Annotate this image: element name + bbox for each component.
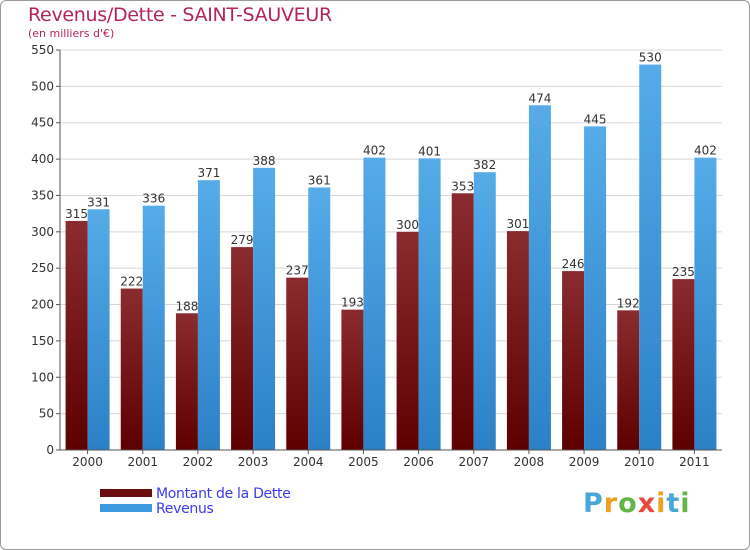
bar-dette-2006 bbox=[396, 231, 419, 450]
value-label-revenus-2005: 402 bbox=[363, 144, 386, 158]
value-label-dette-2004: 237 bbox=[286, 264, 309, 278]
legend-swatch-dette bbox=[100, 489, 152, 497]
bar-dette-2010 bbox=[617, 310, 640, 450]
bar-revenus-2003 bbox=[253, 167, 276, 450]
bar-dette-2000 bbox=[65, 220, 88, 450]
y-tick-label-250: 250 bbox=[31, 261, 54, 275]
x-tick-label-2007: 2007 bbox=[458, 455, 489, 469]
value-label-revenus-2010: 530 bbox=[639, 51, 662, 65]
logo-letter: x bbox=[637, 488, 657, 519]
bar-revenus-2002 bbox=[197, 180, 220, 450]
y-tick-label-200: 200 bbox=[31, 298, 54, 312]
x-tick-label-2002: 2002 bbox=[183, 455, 214, 469]
y-tick-label-0: 0 bbox=[46, 443, 54, 457]
bar-revenus-2007 bbox=[473, 172, 496, 450]
value-label-dette-2002: 188 bbox=[175, 299, 198, 313]
x-tick-label-2010: 2010 bbox=[624, 455, 655, 469]
value-label-dette-2003: 279 bbox=[231, 233, 254, 247]
bar-revenus-2004 bbox=[308, 187, 331, 451]
x-tick-label-2000: 2000 bbox=[72, 455, 103, 469]
bar-revenus-2000 bbox=[87, 209, 110, 450]
bar-revenus-2006 bbox=[418, 158, 441, 450]
x-tick-label-2001: 2001 bbox=[127, 455, 158, 469]
value-label-revenus-2003: 388 bbox=[253, 154, 276, 168]
x-tick-label-2005: 2005 bbox=[348, 455, 379, 469]
legend-swatch-revenus bbox=[100, 504, 152, 512]
x-tick-label-2009: 2009 bbox=[569, 455, 600, 469]
y-tick-label-350: 350 bbox=[31, 188, 54, 202]
bar-dette-2007 bbox=[451, 193, 474, 451]
logo-letter: i bbox=[680, 488, 691, 519]
y-tick-label-500: 500 bbox=[31, 79, 54, 93]
value-label-dette-2010: 192 bbox=[617, 296, 640, 310]
bar-dette-2003 bbox=[231, 247, 254, 450]
value-label-dette-2006: 300 bbox=[396, 218, 419, 232]
value-label-dette-2007: 353 bbox=[451, 179, 474, 193]
logo-letter: i bbox=[656, 488, 667, 519]
chart-title: Revenus/Dette - SAINT-SAUVEUR bbox=[28, 4, 332, 26]
logo-letter: r bbox=[603, 488, 619, 519]
logo-letter: o bbox=[618, 488, 638, 519]
bar-revenus-2001 bbox=[142, 205, 165, 450]
legend-label-revenus: Revenus bbox=[156, 501, 214, 517]
bar-dette-2002 bbox=[175, 313, 198, 450]
value-label-revenus-2011: 402 bbox=[694, 144, 717, 158]
value-label-revenus-2007: 382 bbox=[473, 158, 496, 172]
bar-revenus-2008 bbox=[528, 105, 551, 450]
value-label-dette-2011: 235 bbox=[672, 265, 695, 279]
x-tick-label-2011: 2011 bbox=[679, 455, 710, 469]
legend-label-dette: Montant de la Dette bbox=[156, 486, 291, 502]
bar-dette-2004 bbox=[286, 277, 309, 450]
bar-dette-2009 bbox=[562, 271, 585, 450]
y-tick-label-400: 400 bbox=[31, 152, 54, 166]
chart-subtitle: (en milliers d'€) bbox=[28, 27, 115, 40]
y-tick-label-450: 450 bbox=[31, 116, 54, 130]
logo-letter: P bbox=[583, 488, 604, 519]
y-tick-label-150: 150 bbox=[31, 334, 54, 348]
x-tick-label-2008: 2008 bbox=[514, 455, 545, 469]
bar-revenus-2011 bbox=[694, 157, 717, 451]
bar-dette-2001 bbox=[120, 288, 143, 450]
bar-revenus-2005 bbox=[363, 157, 386, 451]
value-label-revenus-2004: 361 bbox=[308, 173, 331, 187]
value-label-revenus-2006: 401 bbox=[418, 144, 441, 158]
y-tick-label-100: 100 bbox=[31, 370, 54, 384]
value-label-revenus-2008: 474 bbox=[528, 91, 551, 105]
value-label-revenus-2001: 336 bbox=[142, 192, 165, 206]
bar-dette-2008 bbox=[506, 231, 529, 450]
value-label-revenus-2000: 331 bbox=[87, 195, 110, 209]
x-tick-label-2003: 2003 bbox=[238, 455, 269, 469]
bar-dette-2005 bbox=[341, 309, 364, 450]
value-label-revenus-2002: 371 bbox=[197, 166, 220, 180]
x-tick-label-2006: 2006 bbox=[403, 455, 434, 469]
bar-revenus-2009 bbox=[584, 126, 607, 450]
value-label-dette-2009: 246 bbox=[562, 257, 585, 271]
y-tick-label-550: 550 bbox=[31, 43, 54, 57]
x-tick-label-2004: 2004 bbox=[293, 455, 324, 469]
value-label-revenus-2009: 445 bbox=[584, 112, 607, 126]
value-label-dette-2005: 193 bbox=[341, 296, 364, 310]
bar-revenus-2010 bbox=[639, 64, 662, 450]
value-label-dette-2000: 315 bbox=[65, 207, 88, 221]
logo-letter: t bbox=[666, 488, 681, 519]
y-tick-label-50: 50 bbox=[39, 407, 54, 421]
y-tick-label-300: 300 bbox=[31, 225, 54, 239]
bar-dette-2011 bbox=[672, 279, 695, 450]
value-label-dette-2001: 222 bbox=[120, 275, 143, 289]
value-label-dette-2008: 301 bbox=[506, 217, 529, 231]
proxiti-logo: Proxiti bbox=[583, 488, 691, 519]
